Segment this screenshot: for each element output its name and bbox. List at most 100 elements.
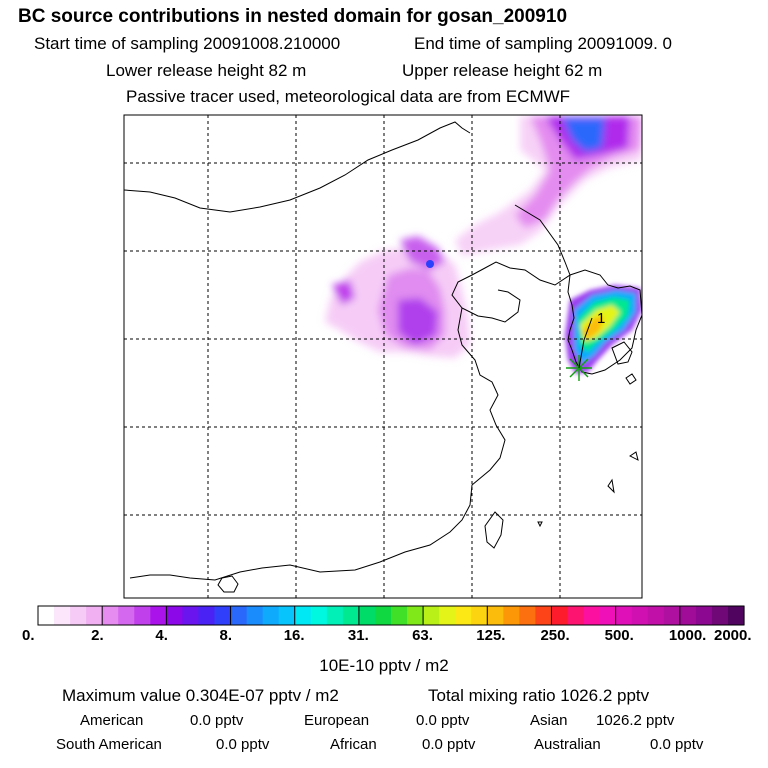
colorbar-swatch [567, 606, 585, 625]
colorbar-swatch [695, 606, 713, 625]
colorbar-tick-label: 2. [91, 627, 104, 644]
trajectory-point-label: 1 [597, 310, 605, 327]
colorbar-swatch [631, 606, 649, 625]
colorbar-swatch [391, 606, 408, 625]
chart-title: BC source contributions in nested domain… [18, 6, 568, 27]
colorbar-tick-label: 125. [476, 627, 506, 644]
colorbar-tick-label: 8. [219, 627, 233, 644]
colorbar-swatch [471, 606, 488, 625]
upper-release-height: Upper release height 62 m [402, 61, 603, 80]
colorbar-swatch [455, 606, 472, 625]
colorbar-swatch [342, 606, 360, 625]
coastline-japan-kyushu [611, 341, 633, 365]
colorbar-tick-label: 4. [155, 627, 168, 644]
colorbar-swatch [214, 606, 232, 625]
plume-central-inner [398, 298, 438, 345]
coastline-china-east [129, 307, 506, 581]
region-south-american-value: 0.0 pptv [216, 736, 270, 753]
region-european-label: European [304, 712, 370, 729]
coastline-bohai [451, 204, 571, 323]
map-grid [124, 115, 642, 598]
colorbar-tick-label: 2000. [714, 627, 752, 644]
colorbar-swatch [599, 606, 617, 625]
region-american-value: 0.0 pptv [190, 712, 244, 729]
colorbar-swatch [487, 606, 504, 625]
colorbar-swatch [439, 606, 456, 625]
region-asian-label: Asian [530, 712, 568, 729]
coastline-korea [567, 269, 642, 375]
colorbar-swatch [679, 606, 697, 625]
colorbar-swatch [294, 606, 312, 625]
colorbar-swatch [374, 606, 392, 625]
colorbar-swatch [182, 606, 200, 625]
colorbar-swatch [407, 606, 424, 625]
colorbar-swatch [423, 606, 440, 625]
region-asian-value: 1026.2 pptv [596, 712, 675, 729]
colorbar-tick-label: 0. [22, 627, 35, 644]
colorbar-swatch [727, 606, 745, 625]
colorbar-tick-label: 1000. [668, 627, 707, 644]
colorbar-swatch [551, 606, 569, 625]
colorbar-swatch [262, 606, 280, 625]
colorbar-frame [37, 605, 745, 626]
colorbar-swatch [166, 606, 184, 625]
region-australian-value: 0.0 pptv [650, 736, 704, 753]
plume-layer [325, 116, 642, 374]
colorbar-swatch [711, 606, 729, 625]
colorbar-swatch [118, 606, 135, 625]
plume-korea-orange [582, 316, 604, 340]
coastline-taiwan [484, 511, 504, 549]
colorbar-swatch [246, 606, 264, 625]
trajectory-line [578, 317, 593, 369]
plume-northeast-core [562, 118, 605, 152]
colorbar-swatch [86, 606, 103, 625]
colorbar-swatch [615, 606, 633, 625]
plume-hotspot [426, 260, 434, 268]
region-australian-label: Australian [534, 736, 601, 753]
colorbar-swatch [519, 606, 537, 625]
colorbar-swatch [134, 606, 151, 625]
coastline-islands [537, 373, 639, 528]
colorbar-swatch [198, 606, 216, 625]
colorbar-swatch [54, 606, 71, 625]
colorbar-swatch [503, 606, 520, 625]
map-frame [123, 114, 643, 599]
region-african-value: 0.0 pptv [422, 736, 476, 753]
colorbar-tick-label: 16. [283, 627, 305, 644]
colorbar-units: 10E-10 pptv / m2 [319, 656, 449, 675]
colorbar-swatch [102, 606, 119, 625]
maximum-value: Maximum value 0.304E-07 pptv / m2 [62, 686, 339, 705]
colorbar-swatch [663, 606, 681, 625]
colorbar-swatch [278, 606, 296, 625]
colorbar-tick-label: 31. [347, 627, 369, 644]
colorbar-swatch [310, 606, 328, 625]
coastline-mongolia-border [124, 121, 471, 213]
colorbar [37, 605, 745, 626]
region-american-label: American [80, 712, 144, 729]
colorbar-tick-label: 500. [604, 627, 634, 644]
total-mixing-ratio: Total mixing ratio 1026.2 pptv [428, 686, 650, 705]
region-african-label: African [330, 736, 377, 753]
colorbar-swatch [535, 606, 553, 625]
colorbar-swatch [70, 606, 87, 625]
tracer-note: Passive tracer used, meteorological data… [126, 87, 571, 106]
end-time-label: End time of sampling 20091009. 0 [414, 34, 673, 53]
coastline-hainan [217, 575, 239, 593]
region-european-value: 0.0 pptv [416, 712, 470, 729]
colorbar-swatch [230, 606, 248, 625]
colorbar-swatch [358, 606, 376, 625]
lower-release-height: Lower release height 82 m [106, 61, 307, 80]
colorbar-swatch [326, 606, 344, 625]
colorbar-tick-label: 250. [540, 627, 570, 644]
plume-west-blob [332, 280, 355, 305]
colorbar-swatch [38, 606, 55, 625]
colorbar-tick-label: 63. [412, 627, 433, 644]
colorbar-swatch [150, 606, 167, 625]
coastlines [124, 121, 642, 593]
colorbar-swatch [647, 606, 665, 625]
colorbar-swatch [583, 606, 601, 625]
start-time-label: Start time of sampling 20091008.210000 [34, 34, 341, 53]
region-south-american-label: South American [56, 736, 162, 753]
plume-north-blob [400, 236, 445, 270]
